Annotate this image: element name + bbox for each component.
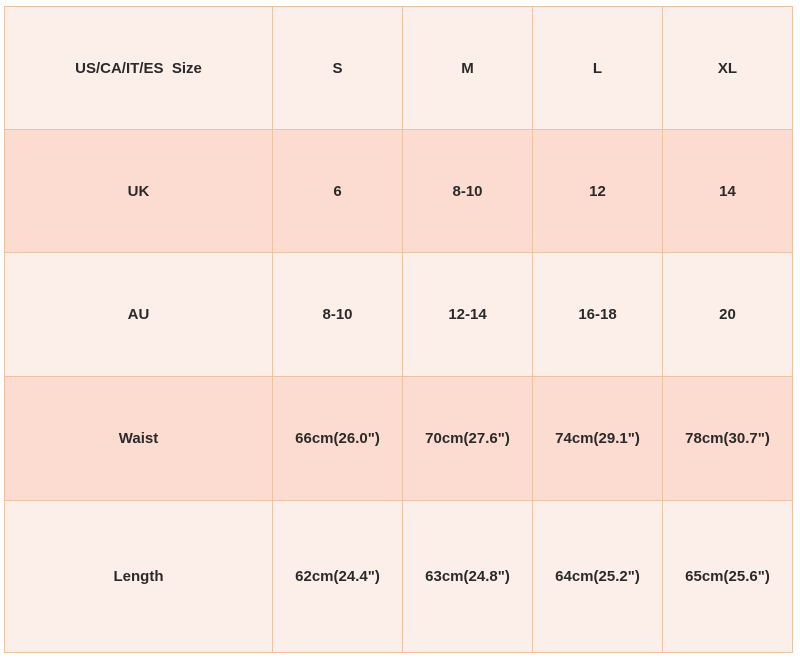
table-cell: 14 [662,129,793,253]
table-cell: 12-14 [402,252,533,377]
header-cell: L [532,6,663,130]
table-row-waist: Waist 66cm(26.0") 70cm(27.6") 74cm(29.1"… [4,376,793,501]
row-label: UK [4,129,273,253]
header-cell: US/CA/IT/ES Size [4,6,273,130]
row-label: Waist [4,376,273,501]
table-cell: 12 [532,129,663,253]
table-cell: 70cm(27.6") [402,376,533,501]
table-cell: 6 [272,129,403,253]
table-row-length: Length 62cm(24.4") 63cm(24.8") 64cm(25.2… [4,500,793,653]
table-cell: 20 [662,252,793,377]
table-cell: 62cm(24.4") [272,500,403,653]
table-cell: 74cm(29.1") [532,376,663,501]
table-cell: 63cm(24.8") [402,500,533,653]
table-header-row: US/CA/IT/ES Size S M L XL [4,6,793,130]
table-cell: 8-10 [402,129,533,253]
header-cell: S [272,6,403,130]
header-cell: XL [662,6,793,130]
table-row-au: AU 8-10 12-14 16-18 20 [4,252,793,377]
table-cell: 8-10 [272,252,403,377]
table-row-uk: UK 6 8-10 12 14 [4,129,793,253]
table-cell: 66cm(26.0") [272,376,403,501]
table-cell: 16-18 [532,252,663,377]
row-label: AU [4,252,273,377]
header-cell: M [402,6,533,130]
size-chart-table: US/CA/IT/ES Size S M L XL UK 6 8-10 12 1… [4,6,793,653]
table-cell: 64cm(25.2") [532,500,663,653]
table-cell: 78cm(30.7") [662,376,793,501]
row-label: Length [4,500,273,653]
table-cell: 65cm(25.6") [662,500,793,653]
